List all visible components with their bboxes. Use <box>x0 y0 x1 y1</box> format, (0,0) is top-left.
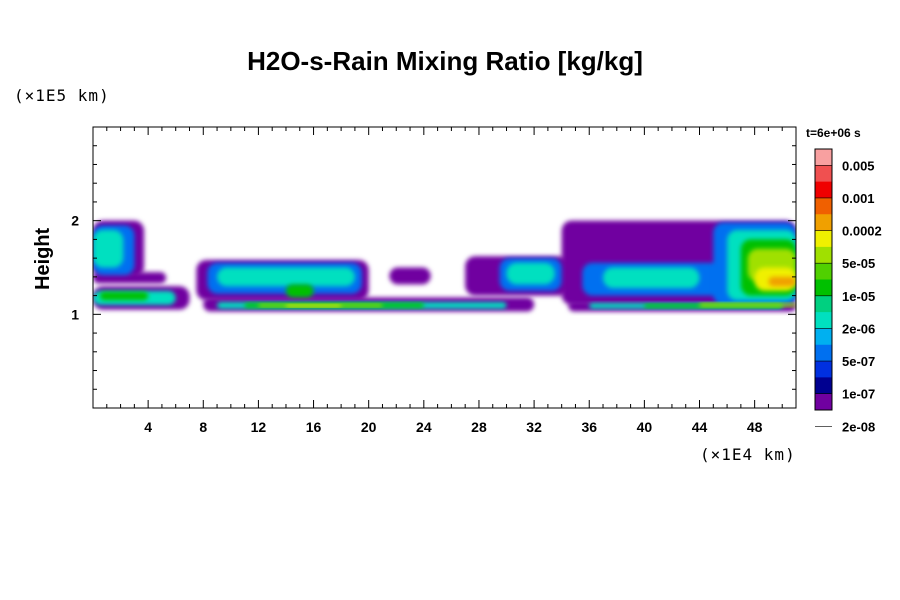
x-tick-label: 8 <box>199 419 207 435</box>
colorbar-swatch <box>815 230 832 248</box>
colorbar-label: 0.0002 <box>842 224 882 239</box>
colorbar-swatch <box>815 361 832 378</box>
colorbar-label: 0.001 <box>842 191 875 206</box>
field-region-14 <box>93 230 124 268</box>
colorbar-label: 0.005 <box>842 158 875 173</box>
field-region-16 <box>506 262 555 285</box>
colorbar-swatch <box>815 246 832 264</box>
colorbar-swatch <box>815 197 832 215</box>
colorbar-label: 2e-08 <box>842 419 875 434</box>
x-tick-label: 44 <box>692 419 708 435</box>
x-tick-label: 32 <box>526 419 542 435</box>
colorbar-swatch <box>815 214 832 232</box>
x-tick-label: 28 <box>471 419 487 435</box>
colorbar-swatch <box>815 312 832 329</box>
x-tick-label: 40 <box>637 419 653 435</box>
x-tick-label: 36 <box>581 419 597 435</box>
field-region-22 <box>99 291 149 301</box>
field-region-32 <box>768 276 796 287</box>
x-tick-label: 48 <box>747 419 763 435</box>
colorbar-swatch <box>815 279 832 297</box>
field-region-29 <box>699 303 796 307</box>
colorbar-swatch <box>815 328 832 346</box>
colorbar-swatch <box>815 181 832 199</box>
x-tick-label: 16 <box>306 419 322 435</box>
colorbar: 0.005 0.001 0.0002 5e-05 1e-05 2e-06 5e-07 1e-0… <box>814 148 882 434</box>
time-label: t=6e+06 s <box>806 126 861 140</box>
colorbar-swatch <box>815 165 832 183</box>
colorbar-swatch <box>815 377 832 395</box>
field-region-17 <box>603 267 700 289</box>
colorbar-swatch <box>815 344 832 362</box>
x-tick-label: 20 <box>361 419 377 435</box>
chart-title: H2O-s-Rain Mixing Ratio [kg/kg] <box>247 46 643 76</box>
y-tick-label: 2 <box>71 213 79 229</box>
colorbar-swatch <box>815 263 832 280</box>
colorbar-swatch <box>815 149 832 166</box>
colorbar-swatch <box>815 295 832 313</box>
colorbar-frame <box>814 148 833 411</box>
colorbar-label: 2e-06 <box>842 321 875 336</box>
field-region-4 <box>389 267 431 285</box>
x-tick-label: 24 <box>416 419 432 435</box>
field-region-23 <box>285 284 314 298</box>
colorbar-label: 1e-07 <box>842 387 875 402</box>
colorbar-swatch <box>815 393 832 411</box>
heatmap-fields <box>93 220 796 312</box>
y-unit-label: (×1E5 km) <box>14 86 110 105</box>
x-tick-label: 12 <box>251 419 267 435</box>
x-unit-label: (×1E4 km) <box>700 445 796 464</box>
plot-frame <box>92 126 797 409</box>
field-region-30 <box>285 304 342 307</box>
y-tick-label: 1 <box>71 306 79 322</box>
x-tick-label: 4 <box>144 419 152 435</box>
field-region-15 <box>217 267 355 287</box>
colorbar-label: 5e-07 <box>842 354 875 369</box>
colorbar-label: 1e-05 <box>842 289 875 304</box>
colorbar-label: 5e-05 <box>842 256 875 271</box>
